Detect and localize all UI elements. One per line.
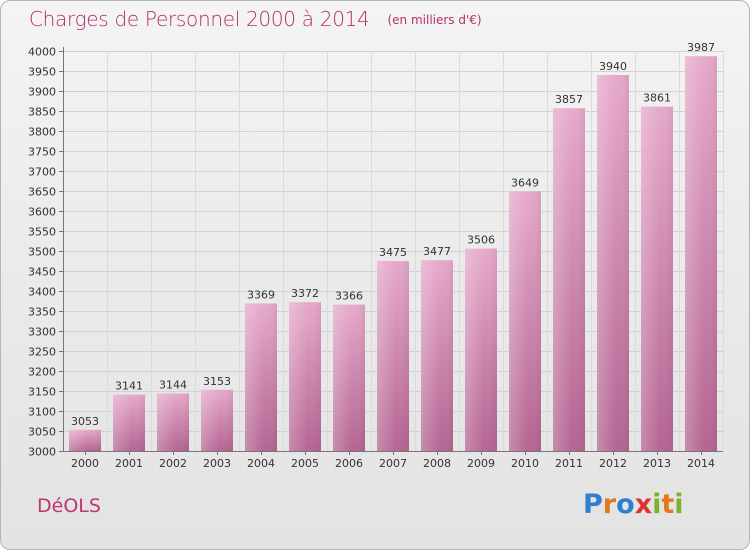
bar-value-label: 3475 [379, 246, 407, 259]
x-tick-label: 2014 [687, 457, 715, 470]
bar-value-label: 3366 [335, 290, 363, 303]
bar-value-label: 3649 [511, 176, 539, 189]
bar-value-label: 3053 [71, 415, 99, 428]
y-tick-label: 3450 [28, 266, 56, 279]
y-tick-label: 3350 [28, 306, 56, 319]
bar-highlight [113, 394, 145, 451]
bar-value-label: 3477 [423, 245, 451, 258]
logo-letter: o [616, 489, 635, 520]
place-name: DéOLS [37, 495, 101, 517]
y-tick-label: 3150 [28, 386, 56, 399]
x-tick-label: 2005 [291, 457, 319, 470]
bar-highlight [421, 260, 453, 451]
x-tick-label: 2006 [335, 457, 363, 470]
logo-letter: r [602, 489, 617, 520]
chart-title: Charges de Personnel 2000 à 2014 [29, 7, 370, 31]
logo-letter: i [652, 489, 662, 520]
y-tick-label: 3700 [28, 166, 56, 179]
y-tick-label: 3200 [28, 366, 56, 379]
y-tick-label: 3500 [28, 246, 56, 259]
bar-highlight [465, 248, 497, 451]
logo-letter: x [634, 489, 653, 520]
y-tick-label: 3250 [28, 346, 56, 359]
x-tick-label: 2004 [247, 457, 275, 470]
bar-value-label: 3857 [555, 93, 583, 106]
bar-value-label: 3940 [599, 60, 627, 73]
y-tick-label: 4000 [28, 46, 56, 59]
x-tick-label: 2009 [467, 457, 495, 470]
y-tick-label: 3650 [28, 186, 56, 199]
logo-letter: P [583, 489, 603, 520]
bar-highlight [289, 302, 321, 451]
x-tick-label: 2001 [115, 457, 143, 470]
bar-highlight [553, 108, 585, 451]
bar-value-label: 3144 [159, 378, 187, 391]
bar-highlight [377, 261, 409, 451]
bar-value-label: 3987 [687, 41, 715, 54]
bar-highlight [333, 304, 365, 451]
x-tick-label: 2003 [203, 457, 231, 470]
y-tick-label: 3600 [28, 206, 56, 219]
bar-highlight [245, 303, 277, 451]
y-tick-label: 3950 [28, 66, 56, 79]
bar-value-label: 3506 [467, 234, 495, 247]
x-tick-label: 2000 [71, 457, 99, 470]
x-tick-label: 2010 [511, 457, 539, 470]
y-tick-label: 3900 [28, 86, 56, 99]
bar-highlight [69, 429, 101, 451]
proxiti-logo: Proxiti [583, 489, 684, 520]
y-tick-label: 3100 [28, 406, 56, 419]
bar-value-label: 3861 [643, 92, 671, 105]
bar-value-label: 3141 [115, 380, 143, 393]
x-tick-label: 2008 [423, 457, 451, 470]
y-tick-label: 3050 [28, 426, 56, 439]
x-tick-label: 2012 [599, 457, 627, 470]
x-tick-label: 2002 [159, 457, 187, 470]
bar-value-label: 3372 [291, 287, 319, 300]
title-row: Charges de Personnel 2000 à 2014 (en mil… [29, 7, 482, 31]
y-tick-label: 3550 [28, 226, 56, 239]
y-tick-label: 3000 [28, 446, 56, 459]
logo-letter: t [661, 489, 675, 520]
y-tick-label: 3850 [28, 106, 56, 119]
y-tick-label: 3300 [28, 326, 56, 339]
bar-value-label: 3369 [247, 288, 275, 301]
bar-highlight [509, 191, 541, 451]
y-tick-label: 3750 [28, 146, 56, 159]
x-tick-label: 2013 [643, 457, 671, 470]
y-tick-label: 3400 [28, 286, 56, 299]
bar-highlight [157, 393, 189, 451]
y-tick-label: 3800 [28, 126, 56, 139]
bar-highlight [597, 75, 629, 451]
bar-value-label: 3153 [203, 375, 231, 388]
bar-highlight [685, 56, 717, 451]
x-tick-label: 2007 [379, 457, 407, 470]
bar-highlight [201, 389, 233, 451]
axes: 3000 3050 3100 3150 3200 3250 3300 3350 3400 3450… [28, 46, 723, 470]
chart-subtitle: (en milliers d'€) [387, 13, 482, 27]
bars: 3053 3141 3144 3153 3369 3372 3366 3475 3477 3506… [69, 41, 717, 451]
logo-letter: i [674, 489, 684, 520]
x-tick-label: 2011 [555, 457, 583, 470]
bar-highlight [641, 106, 673, 451]
